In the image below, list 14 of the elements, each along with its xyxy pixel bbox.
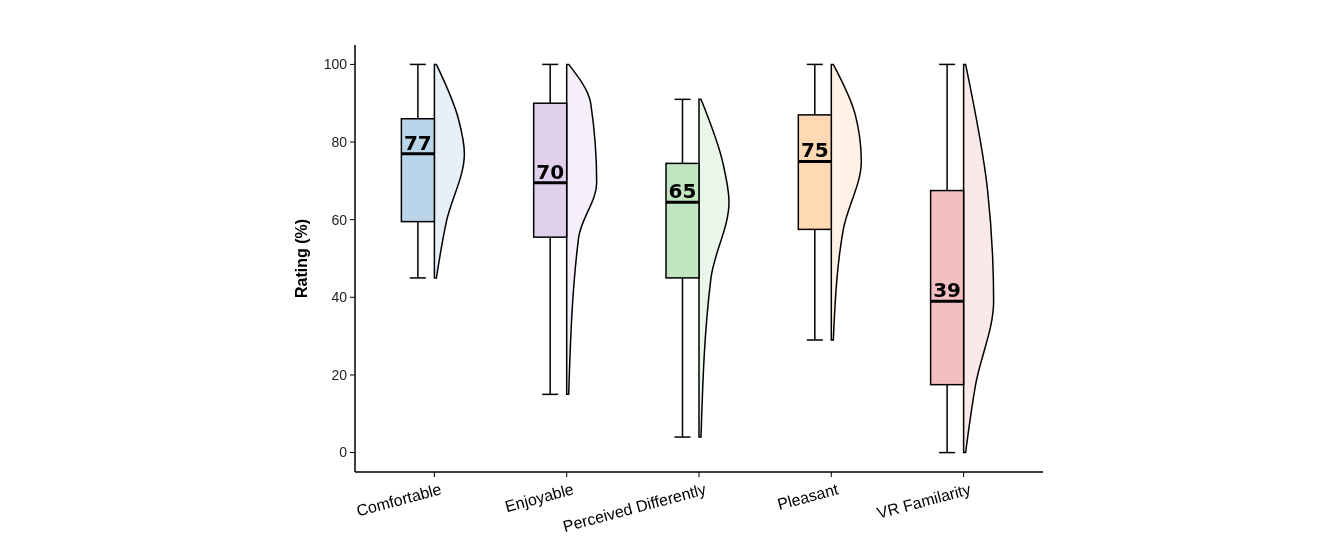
y-axis-title: Rating (%)	[293, 218, 310, 299]
x-tick-label: VR Familarity	[875, 480, 973, 522]
text: 75	[800, 138, 829, 163]
y-tick-label: 20	[331, 366, 348, 383]
text: 65	[668, 179, 697, 204]
y-tick-label: 100	[323, 56, 348, 73]
text: 77	[403, 130, 432, 155]
y-tick-label: 0	[339, 444, 348, 461]
y-tick-label: 40	[331, 289, 348, 306]
x-tick-label: Pleasant	[775, 480, 841, 514]
y-tick-label: 60	[331, 211, 348, 228]
text: 70	[536, 159, 565, 184]
text: 39	[933, 278, 962, 303]
y-tick-label: 80	[331, 133, 348, 150]
